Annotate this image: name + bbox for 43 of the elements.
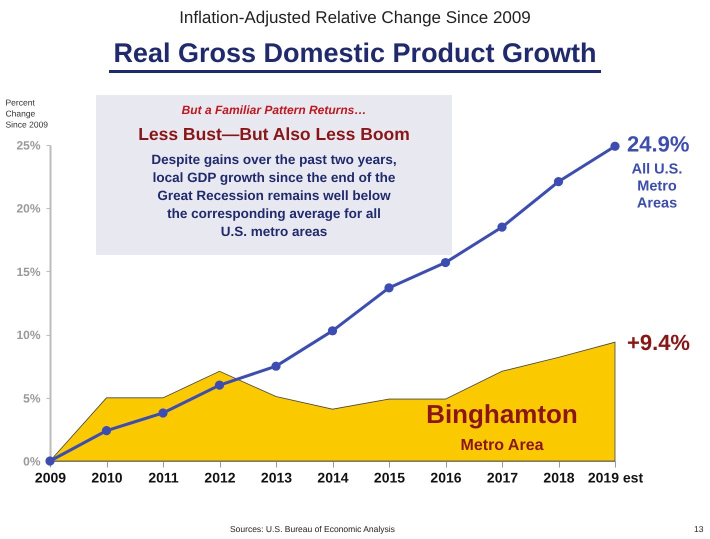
source-note: Sources: U.S. Bureau of Economic Analysis [230, 524, 395, 534]
annotation: U.S. metro areas [220, 223, 328, 241]
point [158, 408, 168, 418]
text: 13 [694, 524, 704, 534]
chart-subtitle: Inflation-Adjusted Relative Change Since 2009 [178, 8, 532, 28]
annotation: Despite gains over the past two years, [150, 151, 398, 169]
y-tick-label: 0% [23, 454, 41, 468]
point [554, 177, 564, 186]
x-tick-label: 2017 [486, 470, 518, 486]
x-tick-label: 2009 [34, 470, 66, 486]
y-axis-title: Percent Change Since 2009 [6, 98, 48, 130]
annotation: Great Recession remains well below [156, 187, 392, 205]
text: Less Bust—But Also Less Boom [138, 124, 410, 144]
series-label: Binghamton Metro Area [426, 399, 578, 454]
series-label: All U.S. Metro Areas [632, 161, 682, 212]
point [384, 283, 394, 292]
x-tick-label: 2015 [374, 470, 406, 486]
x-tick-label: 2019 est [588, 470, 644, 486]
y-tick-label: 5% [23, 391, 41, 406]
x-tick-label: 2013 [260, 470, 292, 486]
point [328, 326, 338, 336]
point [214, 380, 224, 390]
text: But a Familiar Pattern Returns… [182, 103, 366, 117]
data-label: 24.9% [627, 131, 690, 156]
point [497, 222, 507, 232]
data-label: +9.4% [627, 330, 690, 356]
y-tick-label: 20% [16, 202, 41, 216]
point [271, 362, 281, 371]
annotation: local GDP growth since the end of the [152, 169, 396, 187]
x-tick-label: 2018 [543, 470, 575, 486]
point [102, 426, 112, 436]
chart-title: Real Gross Domestic Product Growth [109, 38, 601, 73]
y-tick-label: 10% [16, 328, 41, 342]
point [440, 258, 450, 268]
x-tick-label: 2016 [430, 470, 462, 486]
x-tick-label: 2014 [317, 470, 349, 486]
x-tick-label: 2012 [204, 470, 236, 486]
y-tick-label: 25% [16, 138, 41, 152]
x-tick-label: 2011 [148, 470, 179, 486]
x-tick-label: 2010 [91, 470, 123, 486]
annotation: the corresponding average for all [166, 205, 382, 223]
y-tick-label: 15% [16, 264, 41, 279]
point [610, 142, 620, 151]
